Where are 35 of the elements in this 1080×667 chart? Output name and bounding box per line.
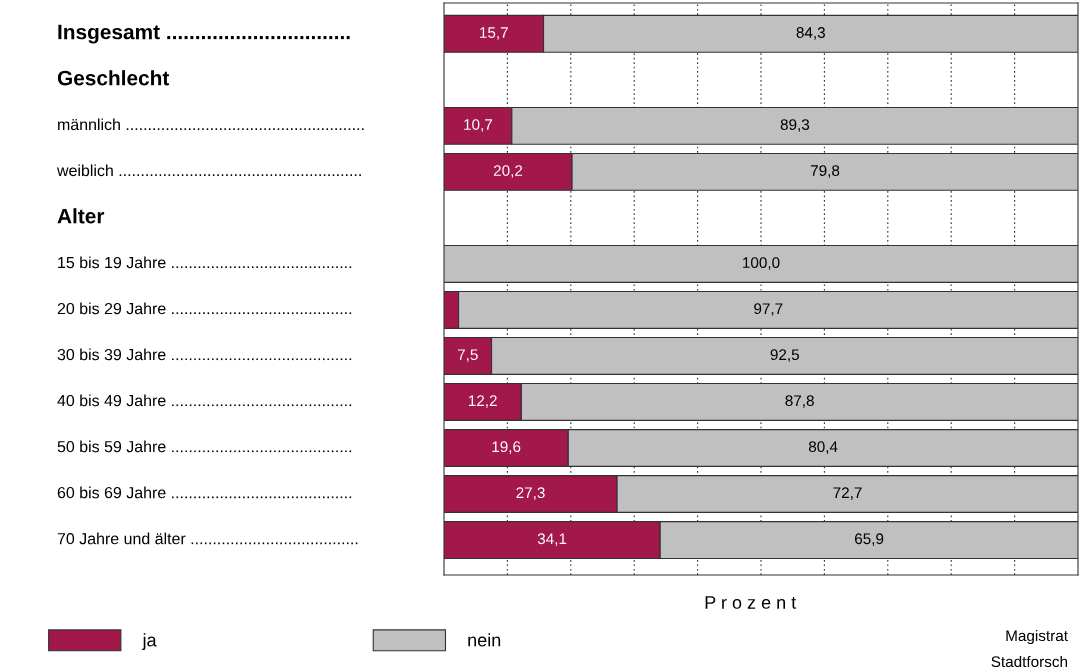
x-axis-title: P r o z e n t bbox=[705, 596, 797, 609]
legend-label: nein bbox=[468, 633, 501, 647]
data-label: 20,2 bbox=[493, 165, 523, 178]
data-label: 84,3 bbox=[796, 27, 825, 40]
y-tick-label: 15 bis 19 Jahre ......................................... bbox=[58, 256, 352, 269]
data-label: 34,1 bbox=[537, 533, 567, 546]
data-label: 100,0 bbox=[743, 257, 780, 270]
data-label: 72,7 bbox=[833, 487, 862, 500]
y-tick-label: männlich ...................................................... bbox=[58, 118, 364, 131]
y-tick-label: Alter bbox=[57, 208, 105, 224]
y-tick-label: weiblich ....................................................... bbox=[56, 164, 361, 177]
text: Stadtforsch bbox=[991, 655, 1068, 667]
data-label: 10,7 bbox=[464, 119, 493, 132]
data-label: 80,4 bbox=[808, 441, 838, 454]
data-label: 7,5 bbox=[457, 349, 478, 362]
data-label: 92,5 bbox=[770, 349, 799, 362]
y-tick-label: Insgesamt ................................ bbox=[58, 24, 350, 44]
y-tick-label: 50 bis 59 Jahre ......................................... bbox=[57, 440, 352, 453]
y-tick-label: 20 bis 29 Jahre ......................................... bbox=[57, 302, 352, 315]
data-label: 19,6 bbox=[492, 441, 521, 454]
data-label: 65,9 bbox=[855, 533, 884, 546]
data-label: 89,3 bbox=[780, 119, 810, 132]
y-tick-label: Geschlecht bbox=[57, 70, 170, 86]
data-label: 79,8 bbox=[810, 165, 840, 178]
data-label: 97,7 bbox=[754, 303, 783, 316]
text: Magistrat bbox=[1006, 629, 1068, 645]
data-label: 15,7 bbox=[480, 27, 508, 40]
y-tick-label: 60 bis 69 Jahre ......................................... bbox=[57, 486, 352, 499]
legend-label: ja bbox=[142, 633, 157, 651]
data-label: 12,2 bbox=[468, 395, 497, 408]
data-label: 27,3 bbox=[516, 487, 545, 500]
y-tick-label: 30 bis 39 Jahre ......................................... bbox=[57, 348, 352, 361]
data-label: 87,8 bbox=[785, 395, 814, 408]
y-tick-label: 40 bis 49 Jahre ......................................... bbox=[57, 394, 352, 407]
y-tick-label: 70 Jahre und älter ...................................... bbox=[57, 532, 358, 545]
